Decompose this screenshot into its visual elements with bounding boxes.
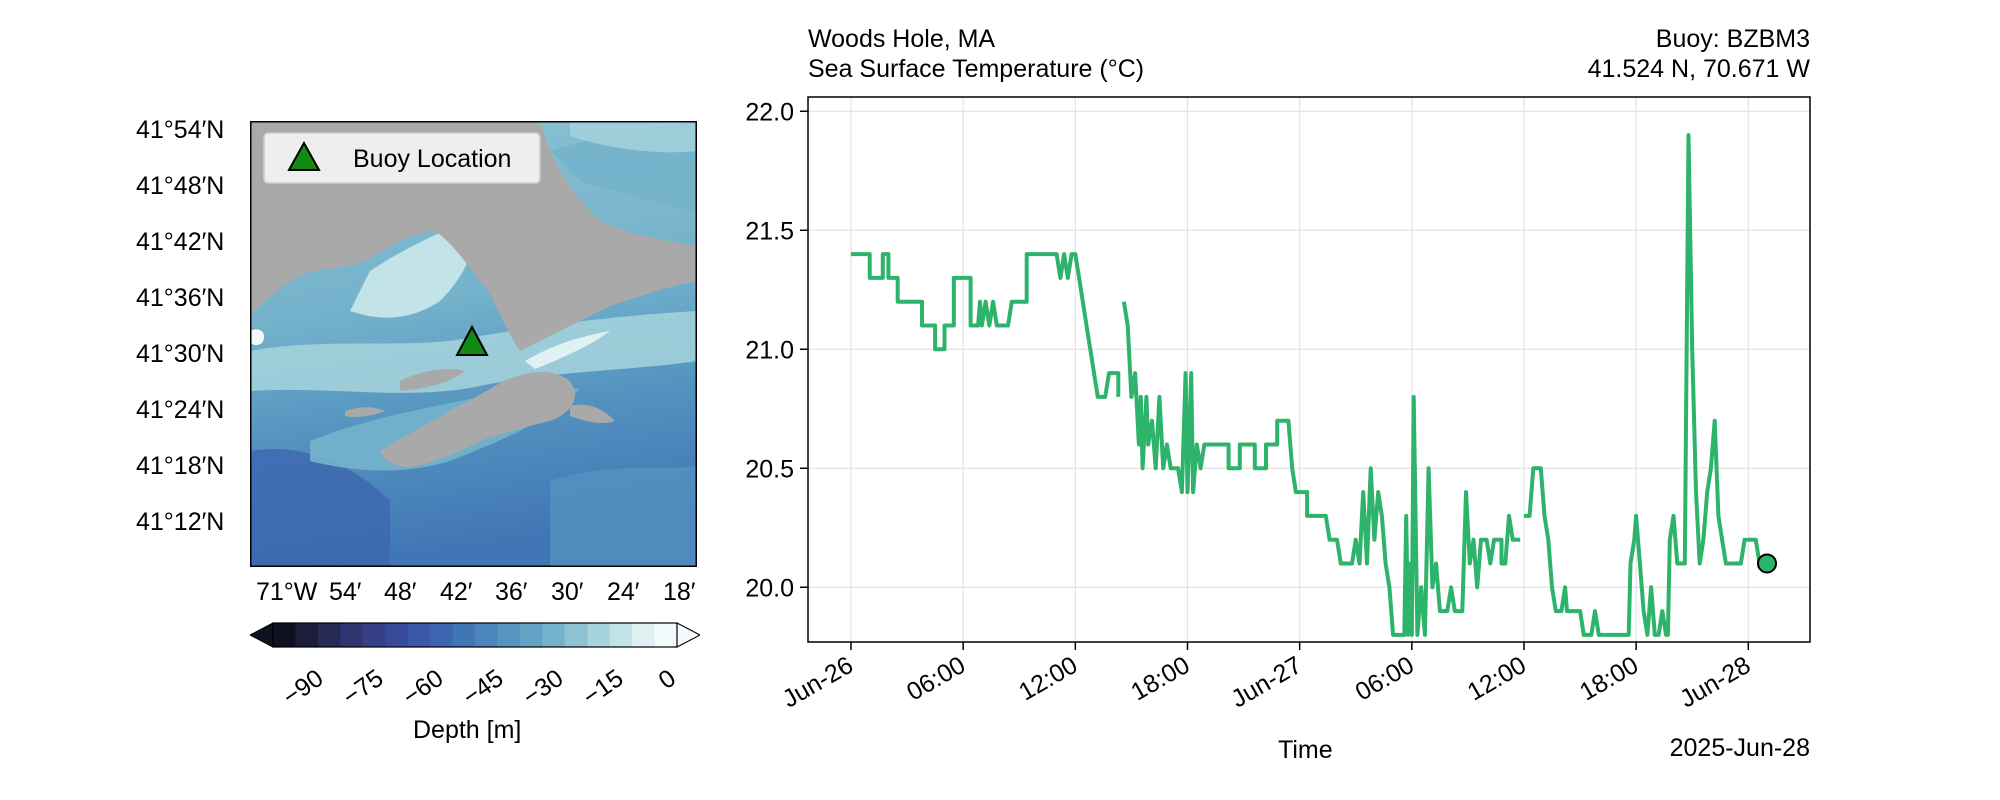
y-tick-label: 20.5 — [745, 455, 794, 483]
colorbar-label: Depth [m] — [413, 716, 522, 744]
island — [380, 371, 575, 467]
chart-title-buoy: Buoy: BZBM3 — [1655, 25, 1810, 53]
bathymetry-map: Buoy Location — [250, 121, 697, 567]
chart-title-location: Woods Hole, MA — [808, 25, 996, 53]
chart-ticks: 20.0 20.5 21.0 21.5 22.0 Jun-26 06:00 12:00 18:0… — [745, 98, 1755, 713]
colorbar-cell — [475, 623, 498, 647]
legend-label: Buoy Location — [353, 145, 511, 173]
lat-tick-label: 41°24′N — [136, 396, 225, 424]
lat-tick-label: 41°42′N — [136, 228, 225, 256]
colorbar-cell — [654, 623, 678, 647]
lon-tick-label: 54′ — [329, 578, 362, 606]
colorbar-cell — [407, 623, 431, 647]
x-tick-label: 18:00 — [1575, 651, 1643, 707]
chart-title-coords: 41.524 N, 70.671 W — [1587, 55, 1810, 83]
x-tick-label: 18:00 — [1126, 651, 1194, 707]
lon-tick-label: 30′ — [551, 578, 584, 606]
map-frame — [250, 121, 697, 567]
sst-series-line — [1524, 133, 1762, 637]
latest-value-point — [1757, 553, 1778, 574]
colorbar-cell — [632, 623, 656, 647]
lat-tick-label: 41°48′N — [136, 172, 225, 200]
plot-frame — [807, 96, 1811, 643]
y-tick-label: 21.0 — [745, 336, 794, 364]
colorbar-cell — [430, 623, 454, 647]
colorbar-cell — [452, 623, 476, 647]
colorbar-cell — [340, 623, 364, 647]
x-tick-label: Jun-26 — [778, 651, 858, 713]
colorbar-cell — [295, 623, 319, 647]
lat-tick-label: 41°30′N — [136, 340, 225, 368]
y-tick-label: 20.0 — [745, 574, 794, 602]
lon-tick-label: 71°W — [256, 578, 318, 606]
depth-colorbar — [250, 622, 700, 648]
sst-series-line — [851, 252, 1121, 399]
lat-tick-label: 41°36′N — [136, 284, 225, 312]
lon-tick-label: 24′ — [607, 578, 640, 606]
y-tick-label: 22.0 — [745, 98, 794, 126]
lon-tick-label: 36′ — [495, 578, 528, 606]
y-tick-label: 21.5 — [745, 217, 794, 245]
x-tick-label: Jun-28 — [1675, 651, 1755, 713]
colorbar-cell — [362, 623, 386, 647]
lat-tick-label: 41°54′N — [136, 116, 225, 144]
map-legend — [263, 132, 541, 184]
colorbar-cell — [564, 623, 588, 647]
x-tick-label: Jun-27 — [1226, 651, 1306, 713]
lon-tick-label: 42′ — [440, 578, 473, 606]
colorbar-cell — [317, 623, 341, 647]
lat-tick-label: 41°18′N — [136, 452, 225, 480]
colorbar-cell — [542, 623, 566, 647]
lon-tick-label: 48′ — [384, 578, 417, 606]
x-tick-label: 06:00 — [1351, 651, 1419, 707]
lon-tick-label: 18′ — [663, 578, 696, 606]
x-tick-label: 12:00 — [1463, 651, 1531, 707]
buoy-marker-icon — [455, 324, 489, 356]
lat-tick-label: 41°12′N — [136, 508, 225, 536]
x-axis-label: Time — [1278, 736, 1333, 764]
chart-grid — [808, 97, 1810, 642]
x-tick-label: 12:00 — [1014, 651, 1082, 707]
colorbar-cell — [385, 623, 409, 647]
chart-lines — [851, 133, 1778, 637]
sst-series-line — [1121, 301, 1521, 637]
colorbar-cell — [497, 623, 521, 647]
colorbar-cell — [519, 623, 543, 647]
legend-marker-icon — [287, 140, 321, 171]
colorbar-cell — [587, 623, 611, 647]
x-offset-label: 2025-Jun-28 — [1669, 734, 1810, 762]
colorbar-cell — [609, 623, 633, 647]
colorbar-cell — [273, 623, 296, 647]
chart-title-variable: Sea Surface Temperature (°C) — [808, 55, 1145, 83]
x-tick-label: 06:00 — [902, 651, 970, 707]
